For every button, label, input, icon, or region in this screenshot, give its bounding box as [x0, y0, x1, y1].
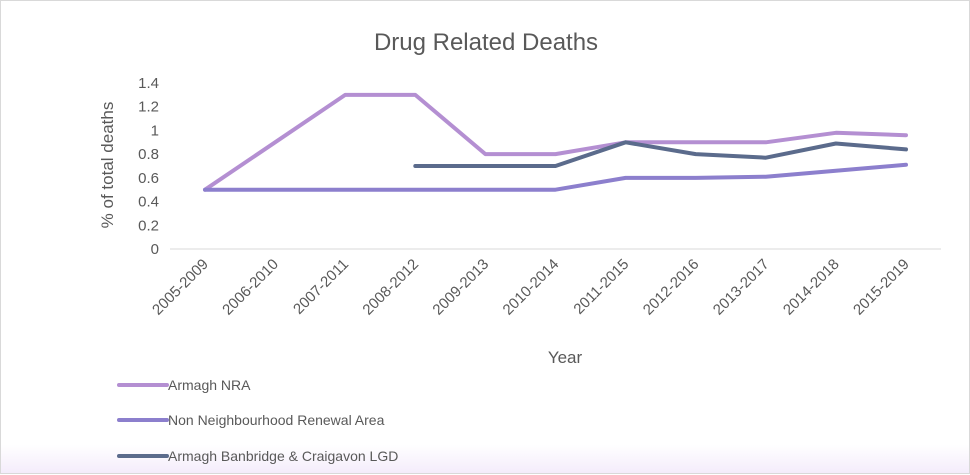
- x-tick-label: 2013-2017: [710, 256, 773, 319]
- x-axis: 2005-2009 2006-2010 2007-2011 2008-2012 2009…: [149, 248, 941, 319]
- y-tick-label: 0: [151, 241, 159, 258]
- y-axis-title: % of total deaths: [98, 102, 117, 229]
- y-tick-label: 0.6: [138, 170, 159, 187]
- x-tick-label: 2011-2015: [570, 256, 632, 318]
- series-line-1: [203, 92, 908, 192]
- y-tick-label: 1: [151, 122, 159, 139]
- x-tick-label: 2014-2018: [780, 256, 843, 319]
- legend-label: Non Neighbourhood Renewal Area: [168, 412, 385, 428]
- y-tick-label: 1.4: [138, 75, 159, 92]
- legend: Armagh NRA Non Neighbourhood Renewal Area…: [117, 377, 398, 464]
- x-tick-label: 2007-2011: [290, 256, 352, 318]
- x-tick-label: 2005-2009: [149, 256, 212, 319]
- y-axis: 0 0.2 0.4 0.6 0.8 1 1.2 1.4: [138, 75, 159, 258]
- chart-title: Drug Related Deaths: [374, 29, 598, 56]
- series-line-2: [203, 162, 908, 192]
- y-tick-label: 1.2: [138, 99, 159, 116]
- x-tick-label: 2012-2016: [640, 256, 703, 319]
- x-tick-label: 2009-2013: [429, 256, 492, 319]
- x-tick-label: 2010-2014: [500, 256, 563, 319]
- legend-label: Armagh NRA: [168, 377, 251, 393]
- series-line-3: [413, 140, 908, 168]
- legend-label: Armagh Banbridge & Craigavon LGD: [168, 448, 398, 464]
- y-tick-label: 0.4: [138, 194, 159, 211]
- y-tick-label: 0.2: [138, 217, 159, 234]
- x-axis-title: Year: [548, 348, 583, 367]
- y-tick-label: 0.8: [138, 146, 159, 163]
- x-tick-label: 2006-2010: [219, 256, 282, 319]
- series-lines: [203, 92, 908, 192]
- x-tick-label: 2008-2012: [359, 256, 422, 319]
- x-tick-label: 2015-2019: [850, 256, 913, 319]
